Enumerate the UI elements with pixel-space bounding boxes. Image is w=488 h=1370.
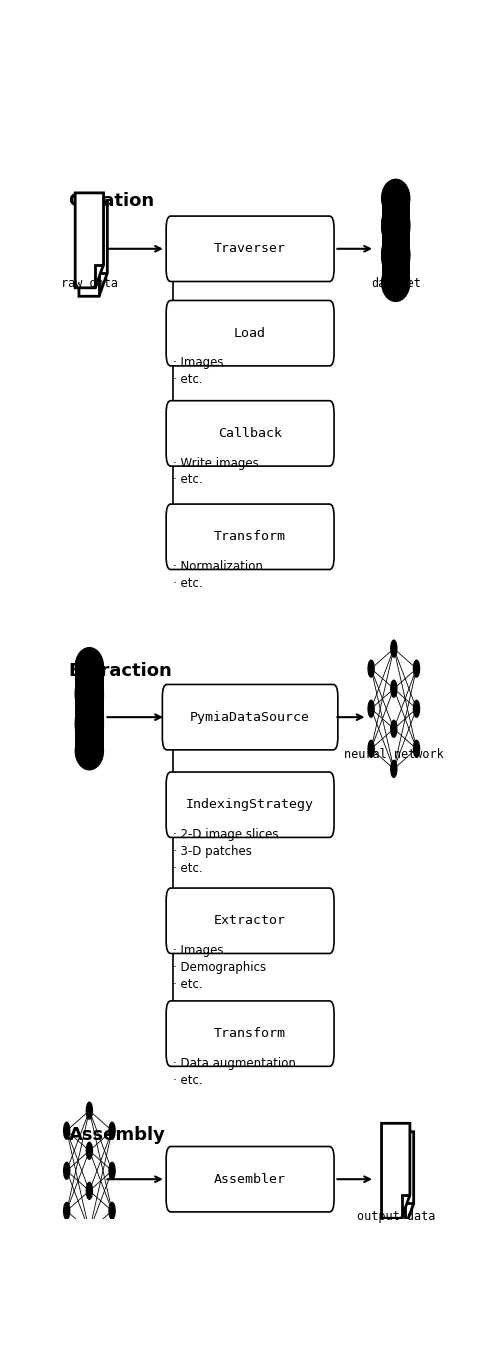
Ellipse shape [382, 238, 410, 277]
Circle shape [86, 1182, 92, 1199]
FancyBboxPatch shape [166, 504, 334, 570]
Ellipse shape [382, 179, 410, 218]
FancyBboxPatch shape [166, 400, 334, 466]
Text: · etc.: · etc. [173, 474, 202, 486]
Bar [382, 227, 410, 253]
Text: neural network: neural network [344, 748, 444, 760]
FancyBboxPatch shape [166, 300, 334, 366]
Ellipse shape [75, 673, 103, 711]
Circle shape [63, 1162, 70, 1180]
Circle shape [391, 640, 397, 658]
Circle shape [63, 1122, 70, 1138]
Circle shape [86, 1222, 92, 1240]
Text: · Images: · Images [173, 356, 223, 370]
Text: · etc.: · etc. [173, 862, 202, 874]
Text: Transform: Transform [214, 1028, 286, 1040]
Polygon shape [79, 201, 107, 296]
Circle shape [368, 740, 374, 758]
Text: Assembler: Assembler [214, 1173, 286, 1185]
Circle shape [368, 700, 374, 717]
Circle shape [391, 721, 397, 737]
FancyBboxPatch shape [166, 216, 334, 281]
FancyBboxPatch shape [163, 685, 338, 749]
Text: · Demographics: · Demographics [173, 960, 265, 974]
Ellipse shape [382, 204, 410, 242]
Text: · etc.: · etc. [173, 1074, 202, 1086]
Text: · etc.: · etc. [173, 577, 202, 590]
Text: · etc.: · etc. [173, 978, 202, 991]
Circle shape [109, 1122, 115, 1138]
Text: · Write images: · Write images [173, 456, 258, 470]
Text: Callback: Callback [218, 427, 282, 440]
Ellipse shape [75, 707, 103, 745]
Text: raw data: raw data [61, 277, 118, 290]
Polygon shape [382, 1123, 410, 1218]
Text: · Normalization: · Normalization [173, 560, 263, 573]
Text: Creation: Creation [68, 192, 155, 210]
Text: Extractor: Extractor [214, 914, 286, 927]
Circle shape [391, 681, 397, 697]
Circle shape [86, 1103, 92, 1119]
Text: Extraction: Extraction [68, 662, 172, 681]
Ellipse shape [75, 648, 103, 685]
Ellipse shape [382, 263, 410, 301]
Circle shape [63, 1203, 70, 1219]
Text: Load: Load [234, 326, 266, 340]
Circle shape [413, 740, 420, 758]
Text: Traverser: Traverser [214, 242, 286, 255]
Text: dataset: dataset [371, 277, 421, 290]
FancyBboxPatch shape [166, 888, 334, 954]
FancyBboxPatch shape [166, 773, 334, 837]
Bar [75, 667, 103, 692]
Text: · 3-D patches: · 3-D patches [173, 845, 251, 858]
Polygon shape [75, 193, 103, 288]
Circle shape [391, 760, 397, 777]
Circle shape [413, 660, 420, 677]
Text: PymiaDataSource: PymiaDataSource [190, 711, 310, 723]
Bar [382, 199, 410, 223]
Circle shape [109, 1162, 115, 1180]
Ellipse shape [75, 732, 103, 770]
Text: · 2-D image slices: · 2-D image slices [173, 827, 278, 841]
Bar [382, 258, 410, 282]
FancyBboxPatch shape [166, 1001, 334, 1066]
Ellipse shape [382, 208, 410, 247]
Text: Transform: Transform [214, 530, 286, 544]
Circle shape [368, 660, 374, 677]
Ellipse shape [382, 234, 410, 273]
Text: · Images: · Images [173, 944, 223, 958]
Ellipse shape [75, 703, 103, 740]
Text: · Data augmentation: · Data augmentation [173, 1056, 295, 1070]
Text: · etc.: · etc. [173, 373, 202, 386]
Polygon shape [386, 1132, 414, 1226]
Bar [75, 696, 103, 722]
Circle shape [86, 1143, 92, 1159]
FancyBboxPatch shape [166, 1147, 334, 1212]
Circle shape [413, 700, 420, 717]
Text: IndexingStrategy: IndexingStrategy [186, 799, 314, 811]
Bar [75, 726, 103, 751]
Circle shape [109, 1203, 115, 1219]
Text: Assembly: Assembly [68, 1126, 165, 1144]
Text: output data: output data [357, 1210, 435, 1223]
Ellipse shape [75, 677, 103, 715]
